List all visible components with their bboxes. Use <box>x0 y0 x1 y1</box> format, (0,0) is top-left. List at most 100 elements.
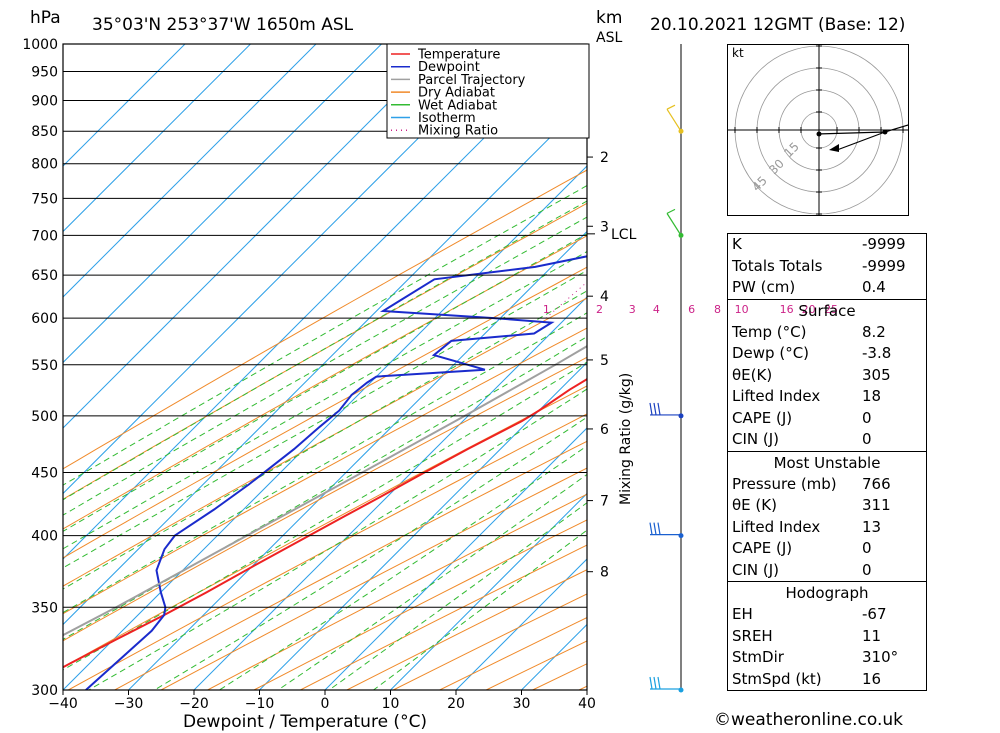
temp-tick-label: 0 <box>321 696 330 712</box>
isotherm-line <box>63 165 587 690</box>
temp-tick-label: 20 <box>447 696 465 712</box>
dry-adiabat-line <box>63 385 587 668</box>
isotherm-line <box>63 44 513 495</box>
barb-feather <box>657 676 661 690</box>
legend-label: Temperature <box>417 48 500 63</box>
mu-pressure-row: Pressure (mb) 766 <box>732 474 891 493</box>
barb-feather <box>657 402 661 416</box>
wind-level-marker <box>678 533 684 539</box>
barb-feather <box>649 522 653 535</box>
isotherm-line <box>193 296 587 690</box>
pressure-tick-label: 700 <box>31 228 58 244</box>
stmspd-row: StmSpd (kt) 16 <box>732 669 882 688</box>
most-unstable-box: Most Unstable Pressure (mb) 766 θE (K) 311… <box>727 450 927 582</box>
isotherm-line <box>63 44 186 167</box>
surface-box: Surface Temp (°C) 8.2 Dewp (°C) -3.8 θE(K)… <box>727 298 927 452</box>
sreh-row: SREH 11 <box>732 626 882 645</box>
surface-thetae-row: θE(K) 305 <box>732 365 891 384</box>
x-axis-title: Dewpoint / Temperature (°C) <box>183 712 427 732</box>
storm-motion-arrow <box>829 144 839 152</box>
hodograph-trace <box>884 124 909 133</box>
mixing-ratio-label: 8 <box>714 303 721 316</box>
temp-tick-label: −30 <box>114 696 144 712</box>
surface-cin-row: CIN (J) 0 <box>732 430 872 448</box>
surface-dewp-row: Dewp (°C) -3.8 <box>732 344 892 362</box>
barb-feather <box>657 522 661 535</box>
hodograph-title: Hodograph <box>785 584 869 602</box>
pressure-tick-label: 600 <box>31 311 58 327</box>
surface-title: Surface <box>798 301 856 320</box>
isotherm-line <box>63 44 317 298</box>
wet-adiabat-line <box>63 216 587 516</box>
k-index-row: K -9999 <box>732 235 906 253</box>
barb-feather <box>653 402 657 416</box>
pressure-tick-label: 450 <box>31 465 58 481</box>
mixing-ratio-label: 6 <box>688 303 695 316</box>
isotherm-line <box>390 492 587 690</box>
wet-adiabat-line <box>63 185 587 486</box>
indices-top-box: K -9999 Totals Totals -9999 PW (cm) 0.4 <box>727 233 927 300</box>
hodograph-unit-label: kt <box>732 46 744 60</box>
wind-barb <box>649 676 681 690</box>
pressure-tick-label: 850 <box>31 124 58 140</box>
pressure-unit-label: hPa <box>30 8 61 28</box>
barb-flag <box>666 104 676 110</box>
dry-adiabat-line <box>63 327 587 615</box>
legend-label: Isotherm <box>418 111 476 126</box>
dry-adiabat-line <box>63 297 587 587</box>
barb-flag <box>666 208 676 214</box>
temp-tick-label: −40 <box>48 696 78 712</box>
dry-adiabat-line <box>207 493 587 690</box>
temp-tick-label: −10 <box>245 696 275 712</box>
totals-totals-row: Totals Totals -9999 <box>732 256 906 275</box>
pressure-tick-label: 650 <box>31 268 58 284</box>
dry-adiabat-line <box>160 467 587 690</box>
legend-box <box>386 43 590 139</box>
most-unstable-title: Most Unstable <box>773 453 881 472</box>
mixing-ratio-label: 10 <box>735 303 749 316</box>
wet-adiabat-line <box>219 445 587 690</box>
km-tick-label: 3 <box>600 219 609 235</box>
dry-adiabat-line <box>63 169 587 470</box>
credit-link[interactable]: ©weatheronline.co.uk <box>714 710 904 730</box>
wet-adiabat-line <box>88 388 587 690</box>
datetime-title: 20.10.2021 12GMT (Base: 12) <box>650 15 905 35</box>
barb-feather <box>649 676 653 690</box>
barb-feather <box>653 676 657 690</box>
mu-li-row: Lifted Index 13 <box>732 517 882 536</box>
hodograph-point <box>816 131 822 137</box>
location-title: 35°03'N 253°37'W 1650m ASL <box>92 15 354 35</box>
km-tick-label: 4 <box>600 289 609 305</box>
wind-barb <box>666 208 682 236</box>
wind-barb <box>666 104 682 132</box>
hodograph-point <box>882 129 888 135</box>
indices-table: K -9999 Totals Totals -9999 PW (cm) 0.4 Sur… <box>727 233 927 691</box>
dry-adiabat-line <box>68 413 587 690</box>
wind-column <box>649 44 684 693</box>
barb-feather <box>649 402 653 416</box>
surface-temp-row: Temp (°C) 8.2 <box>732 322 886 341</box>
isotherm-line <box>63 99 587 626</box>
km-tick-label: 6 <box>600 422 609 438</box>
mixing-ratio-label: 4 <box>653 303 660 316</box>
dry-adiabat-line <box>63 356 587 642</box>
barb-staff <box>666 108 682 132</box>
temp-tick-label: 40 <box>578 696 596 712</box>
mixing-ratio-axis-title: Mixing Ratio (g/kg) <box>618 373 634 505</box>
pressure-tick-label: 1000 <box>22 37 58 53</box>
wind-level-marker <box>678 687 684 693</box>
legend-label: Dewpoint <box>418 60 480 75</box>
mixing-ratio-label: 25 <box>824 303 838 316</box>
eh-row: EH -67 <box>732 605 887 623</box>
mu-cin-row: CIN (J) 0 <box>732 560 872 579</box>
mu-cape-row: CAPE (J) 0 <box>732 539 872 557</box>
pressure-tick-label: 900 <box>31 94 58 110</box>
temp-tick-label: 30 <box>513 696 531 712</box>
wind-level-marker <box>678 413 684 419</box>
legend-label: Mixing Ratio <box>418 124 498 139</box>
temp-tick-label: −20 <box>179 696 209 712</box>
isotherm-line <box>63 44 382 364</box>
legend-label: Wet Adiabat <box>418 98 497 113</box>
mixing-ratio-label: 20 <box>802 303 816 316</box>
